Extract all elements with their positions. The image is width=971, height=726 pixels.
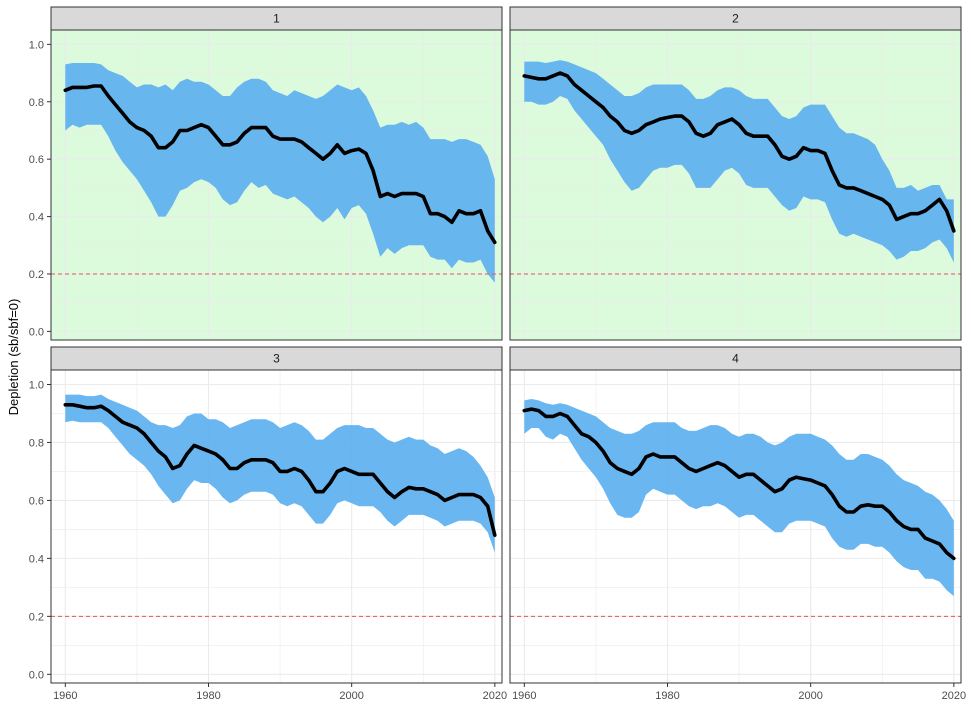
panel-border (50, 29, 503, 341)
x-tick-label: 2020 (483, 690, 507, 702)
median-line (63, 402, 497, 538)
y-tick-label: 0.0 (29, 326, 44, 338)
panel-border (509, 369, 962, 684)
facet-panel-1: 1 0.0 0.2 0.4 0.6 0.8 1.0 (29, 6, 503, 341)
interval-ribbon (524, 399, 954, 597)
x-tick-label: 1960 (53, 690, 77, 702)
x-tick-label: 2000 (798, 690, 822, 702)
x-tick-label: 1980 (196, 690, 220, 702)
x-tick-label: 2000 (339, 690, 363, 702)
y-tick-label: 1.0 (29, 379, 44, 391)
median-line (522, 407, 956, 561)
y-tick-label: 0.6 (29, 495, 44, 507)
facet-strip-label: 2 (732, 12, 739, 26)
panel-border (50, 369, 503, 684)
y-tick-label: 0.2 (29, 611, 44, 623)
median-line (63, 84, 497, 245)
facet-panel-3: 3 0.0 0.2 0.4 0.6 0.8 1.0 1960 1980 2000 2020 (29, 346, 507, 702)
panel-border (509, 29, 962, 341)
facet-panel-4: 4 1960 1980 2000 2020 (509, 346, 966, 702)
y-tick-label: 0.8 (29, 437, 44, 449)
y-tick-label: 0.2 (29, 269, 44, 281)
interval-ribbon (65, 394, 495, 553)
facet-strip-label: 3 (273, 352, 280, 366)
y-axis-title: Depletion (sb/sbf=0) (6, 299, 21, 416)
x-tick-label: 1960 (512, 690, 536, 702)
y-tick-label: 0.0 (29, 669, 44, 681)
y-tick-label: 0.4 (29, 212, 44, 224)
facet-panel-2: 2 (509, 6, 962, 341)
y-tick-label: 0.6 (29, 154, 44, 166)
y-tick-label: 0.8 (29, 97, 44, 109)
x-tick-label: 2020 (942, 690, 966, 702)
y-tick-label: 1.0 (29, 39, 44, 51)
y-tick-label: 0.4 (29, 553, 44, 565)
facet-strip-label: 1 (273, 12, 280, 26)
interval-ribbon (65, 63, 495, 283)
interval-ribbon (524, 60, 954, 263)
panels-layer: 10.00.20.40.60.81.0230.00.20.40.60.81.01… (29, 6, 966, 702)
x-tick-label: 1980 (655, 690, 679, 702)
facet-strip-label: 4 (732, 352, 739, 366)
median-line (522, 71, 956, 233)
